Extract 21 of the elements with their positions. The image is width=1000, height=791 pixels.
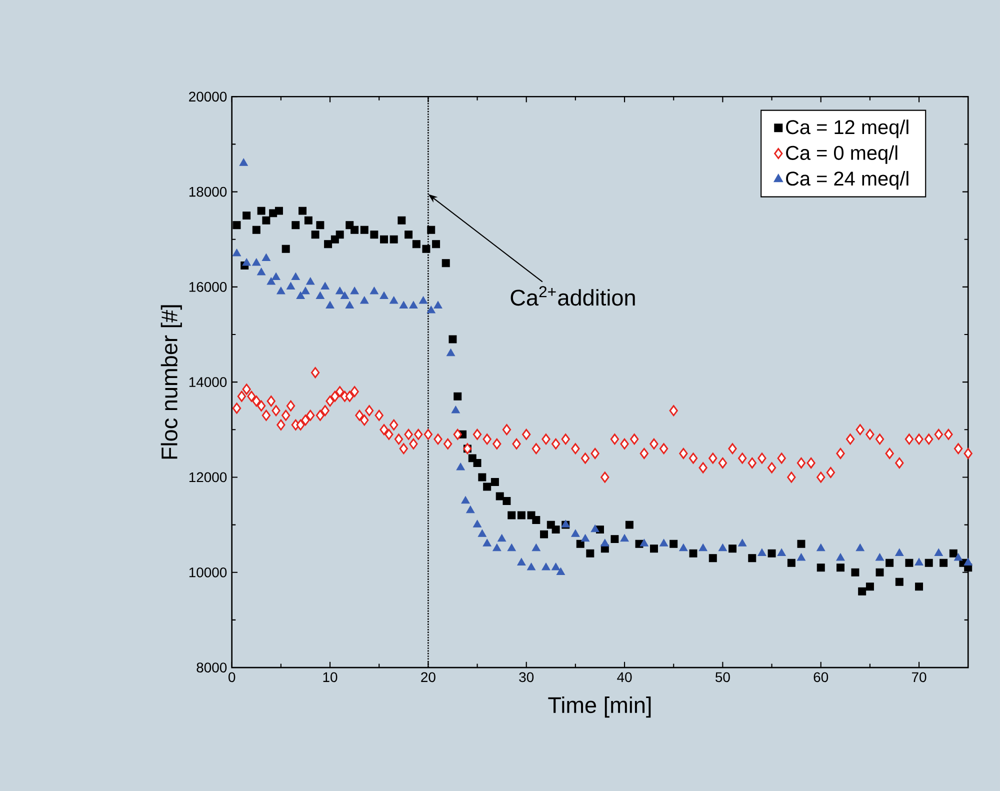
y-tick-label: 18000 <box>189 186 227 197</box>
y-tick-label: 10000 <box>189 567 227 578</box>
x-tick-label: 40 <box>617 672 632 682</box>
y-tick-label: 12000 <box>189 472 227 482</box>
x-tick-label: 60 <box>814 672 828 682</box>
x-tick-label: 50 <box>716 672 730 682</box>
y-tick-label: 8000 <box>196 662 227 672</box>
x-tick-label: 0 <box>228 672 236 682</box>
x-tick-label: 10 <box>323 672 338 682</box>
x-axis-title: Time [min] <box>548 696 651 718</box>
legend-label: Ca = 12 meq/l <box>786 120 908 138</box>
annotation: Ca$^{2+}$addition <box>510 286 635 306</box>
y-axis-title: Floc number [#] <box>160 305 182 459</box>
x-tick-label: 30 <box>519 672 534 682</box>
legend-label: Ca = 0 meq/l <box>786 145 898 164</box>
x-tick-label: 70 <box>912 672 926 682</box>
y-tick-label: 16000 <box>189 282 227 292</box>
y-tick-label: 20000 <box>189 92 227 102</box>
legend-label: Ca = 24 meq/l <box>786 171 908 190</box>
y-tick-label: 14000 <box>189 377 227 387</box>
x-tick-label: 20 <box>421 672 436 682</box>
